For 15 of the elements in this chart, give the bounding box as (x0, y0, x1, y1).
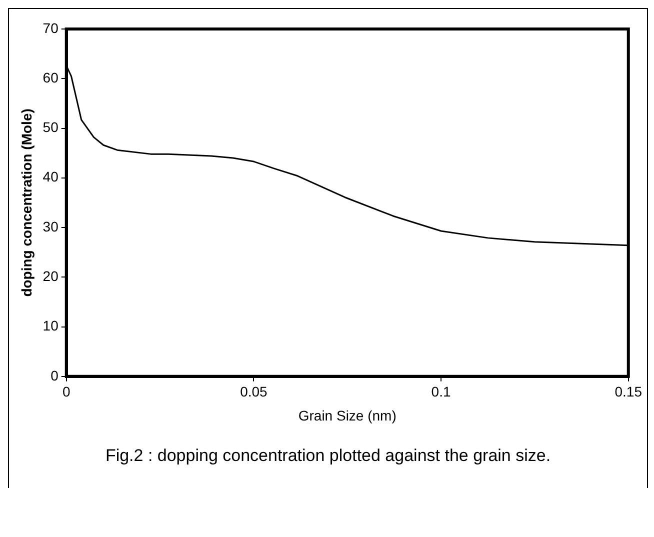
y-tick-label: 0 (50, 367, 59, 384)
y-tick-label: 10 (42, 318, 59, 334)
y-tick-label: 70 (42, 20, 59, 36)
y-tick-label: 40 (42, 168, 59, 185)
y-tick-label: 60 (42, 69, 59, 86)
caption: Fig.2 : dopping concentration plotted against the grain size. (104, 445, 552, 467)
x-tick-label: 0.1 (431, 384, 451, 400)
y-tick-label: 30 (42, 218, 59, 234)
x-tick-label: 0 (62, 384, 70, 400)
x-axis-title: Grain Size (nm) (298, 407, 396, 424)
y-tick-label: 20 (42, 268, 59, 284)
x-tick-label: 0.05 (240, 384, 268, 400)
x-tick-label: 0.15 (614, 384, 642, 400)
y-axis-title: doping concentration (Mole) (18, 108, 34, 297)
y-tick-label: 50 (42, 119, 59, 136)
